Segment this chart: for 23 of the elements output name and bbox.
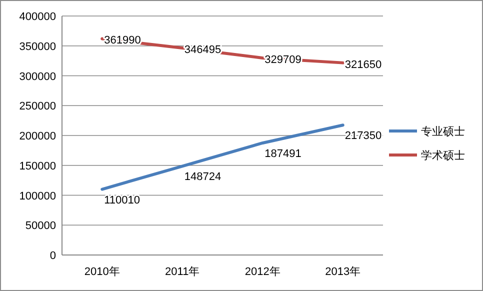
y-tick-label: 50000	[25, 220, 56, 232]
y-tick-label: 250000	[19, 100, 56, 113]
line-series	[100, 124, 344, 191]
y-tick-label: 100000	[19, 190, 56, 202]
x-tick-label: 2013年	[325, 266, 361, 278]
data-label: 329709	[264, 54, 302, 66]
data-label: 148724	[184, 171, 222, 184]
x-tick-label: 2010年	[84, 266, 120, 278]
legend-label: 学术硕士	[421, 149, 465, 162]
y-tick-label: 350000	[19, 40, 56, 53]
data-label: 346495	[184, 44, 222, 56]
data-label: 321650	[344, 58, 382, 71]
y-tick-label: 150000	[19, 160, 56, 172]
data-label: 217350	[344, 130, 382, 142]
y-tick-label: 300000	[19, 70, 56, 83]
y-tick-label: 0	[50, 250, 56, 262]
y-tick-label: 200000	[19, 130, 56, 142]
data-label: 187491	[264, 148, 302, 160]
legend-label: 专业硕士	[421, 125, 465, 138]
x-tick-label: 2012年	[244, 266, 280, 278]
x-tick-label: 2011年	[165, 266, 200, 278]
y-tick-label: 400000	[19, 11, 56, 23]
data-label: 110010	[104, 194, 140, 206]
